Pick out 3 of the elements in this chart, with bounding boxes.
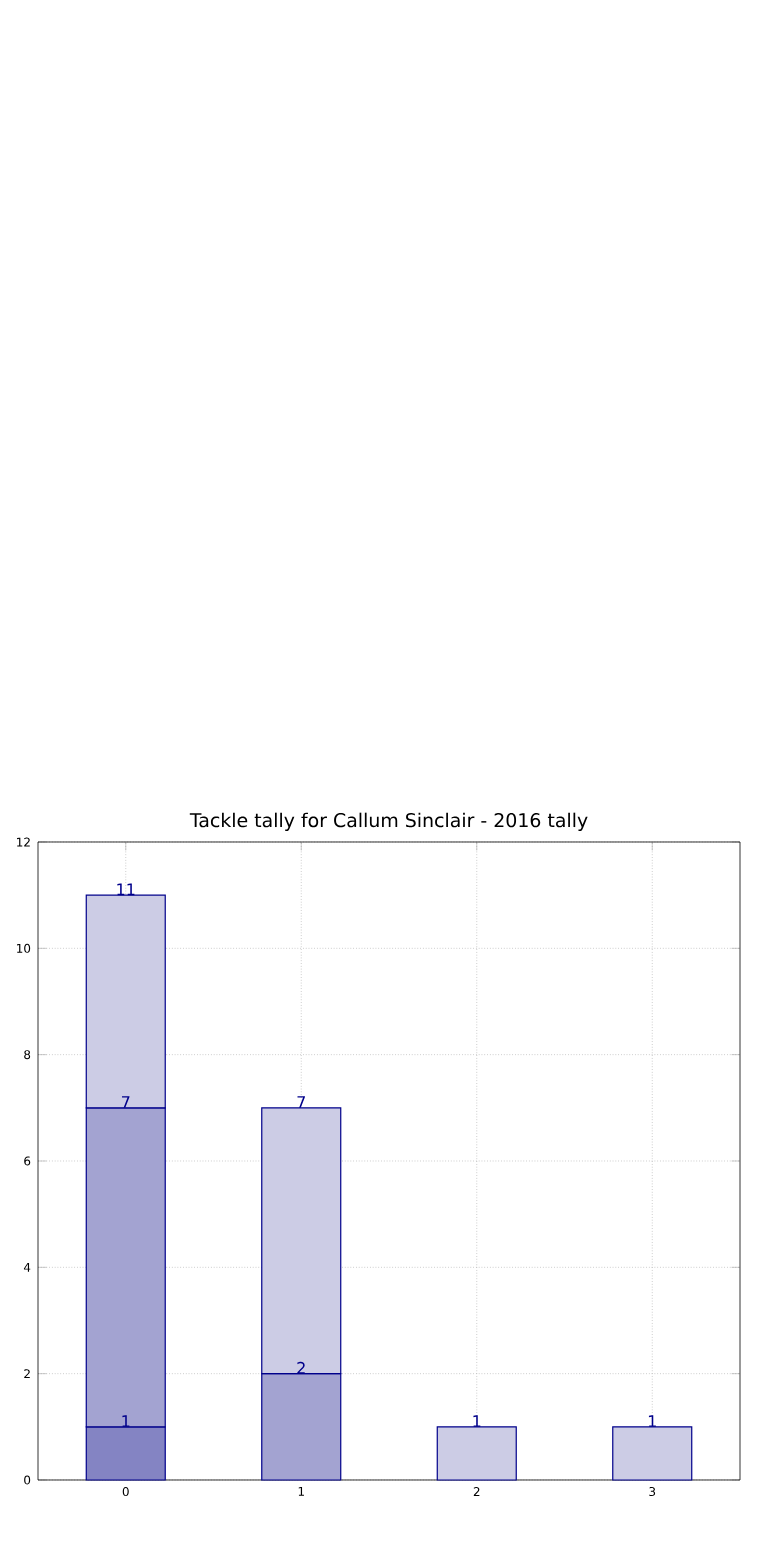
bar [612,1426,693,1481]
chart-title: Tackle tally for Callum Sinclair - 2016 tally [189,812,588,831]
bar [436,1426,517,1481]
